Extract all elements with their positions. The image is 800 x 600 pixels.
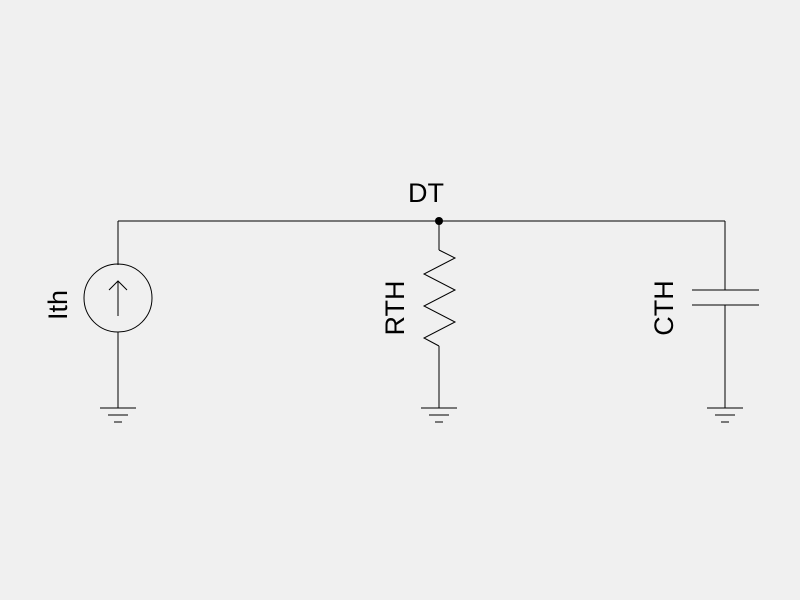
current-source-label: Ith xyxy=(43,290,73,320)
ground-resistor-icon xyxy=(421,407,457,423)
current-source-arrow-icon xyxy=(108,280,128,316)
ground-current-source-icon xyxy=(100,407,136,423)
capacitor-branch: CTH xyxy=(649,221,759,423)
capacitor-label: CTH xyxy=(649,280,679,336)
resistor-label: RTH xyxy=(380,280,410,335)
node-label-dt: DT xyxy=(408,178,444,208)
resistor-branch: RTH xyxy=(380,221,457,423)
current-source-branch: Ith xyxy=(43,221,153,423)
ground-capacitor-icon xyxy=(707,407,743,423)
resistor-zigzag xyxy=(422,249,457,347)
